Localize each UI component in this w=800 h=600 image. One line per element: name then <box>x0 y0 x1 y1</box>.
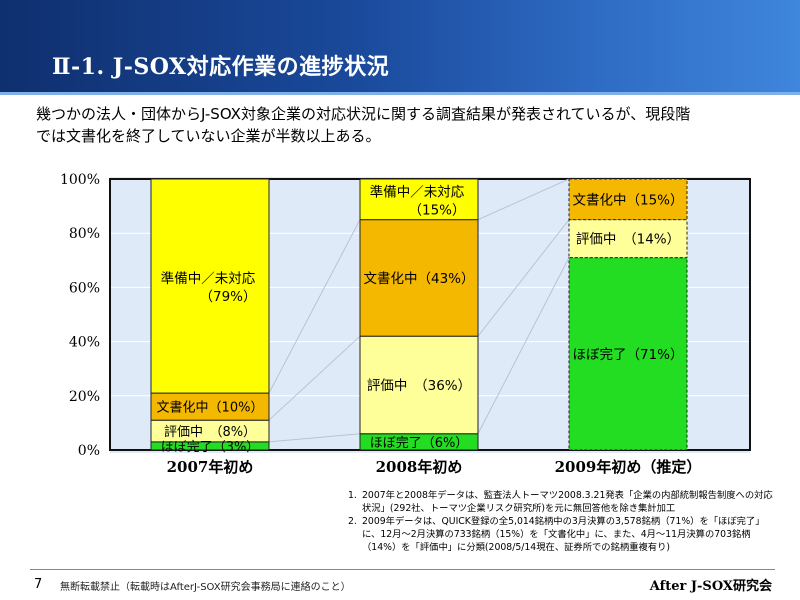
bar-segment <box>359 178 479 221</box>
bar-segment <box>150 178 270 394</box>
bar-segment <box>568 219 688 259</box>
bar-segment <box>568 178 688 221</box>
bar-data-label: 文書化中（43%） <box>363 271 474 287</box>
y-tick-label: 0% <box>78 443 100 459</box>
footnote-2: 2. 2009年データは、QUICK登録の全5,014銘柄中の3月決算の3,57… <box>348 515 778 554</box>
intro-text: 幾つかの法人・団体からJ-SOX対象企業の対応状況に関する調査結果が発表されてい… <box>36 103 776 147</box>
footnote-number: 1. <box>348 490 357 501</box>
header-divider <box>0 92 800 95</box>
page-number: 7 <box>34 577 43 592</box>
series-connector-line <box>477 257 570 434</box>
bar-segment <box>359 219 479 337</box>
copyright-notice: 無断転載禁止（転載時はAfterJ-SOX研究会事務局に連絡のこと） <box>60 582 351 593</box>
series-connector-line <box>268 219 361 394</box>
bar-data-label: 評価中 （8%） <box>164 425 256 440</box>
bar-data-label: 準備中／未対応 <box>370 184 465 200</box>
brand-name: After J-SOX研究会 <box>649 579 772 594</box>
bar-data-label: （15%） <box>408 202 465 218</box>
x-category-label: 2008年初め <box>376 458 463 476</box>
series-connector-line <box>268 433 361 443</box>
y-tick-label: 40% <box>69 335 100 351</box>
intro-line-2: では文書化を終了していない企業が半数以上ある。 <box>36 127 381 145</box>
bar-data-label: 文書化中（15%） <box>572 192 683 208</box>
x-category-label: 2007年初め <box>167 458 254 476</box>
bar-data-label: ほぼ完了（3%） <box>161 440 260 455</box>
bar-data-label: ほぼ完了（71%） <box>572 347 683 363</box>
header-band <box>0 0 800 92</box>
bar-data-label: 評価中 （14%） <box>576 232 680 248</box>
footnote-text: 2009年データは、QUICK登録の全5,014銘柄中の3月決算の3,578銘柄… <box>362 516 765 553</box>
footer-divider <box>30 569 775 570</box>
footnote-number: 2. <box>348 516 357 527</box>
footnote-text: 2007年と2008年データは、監査法人トーマツ2008.3.21発表「企業の内… <box>362 490 773 514</box>
footnote-1: 1. 2007年と2008年データは、監査法人トーマツ2008.3.21発表「企… <box>348 489 778 515</box>
footnotes: 1. 2007年と2008年データは、監査法人トーマツ2008.3.21発表「企… <box>348 489 778 554</box>
bar-data-label: 準備中／未対応 <box>161 271 256 287</box>
series-connector-line <box>477 178 570 221</box>
bar-segment <box>359 335 479 435</box>
y-tick-label: 100% <box>60 172 100 188</box>
slide-title: Ⅱ-1. J-SOX対応作業の進捗状況 <box>52 54 390 80</box>
x-category-label: 2009年初め（推定） <box>555 458 702 476</box>
bar-data-label: ほぼ完了（6%） <box>370 436 469 451</box>
series-connector-line <box>477 219 570 337</box>
y-tick-label: 80% <box>69 226 100 242</box>
bar-segment <box>150 392 270 421</box>
bar-data-label: 評価中 （36%） <box>367 378 471 394</box>
series-connector-line <box>268 335 361 421</box>
y-tick-label: 60% <box>69 280 100 296</box>
bar-data-label: 文書化中（10%） <box>157 401 264 416</box>
intro-line-1: 幾つかの法人・団体からJ-SOX対象企業の対応状況に関する調査結果が発表されてい… <box>36 105 691 123</box>
bar-segment <box>568 257 688 451</box>
bar-data-label: （79%） <box>199 289 256 305</box>
y-tick-label: 20% <box>69 389 100 405</box>
